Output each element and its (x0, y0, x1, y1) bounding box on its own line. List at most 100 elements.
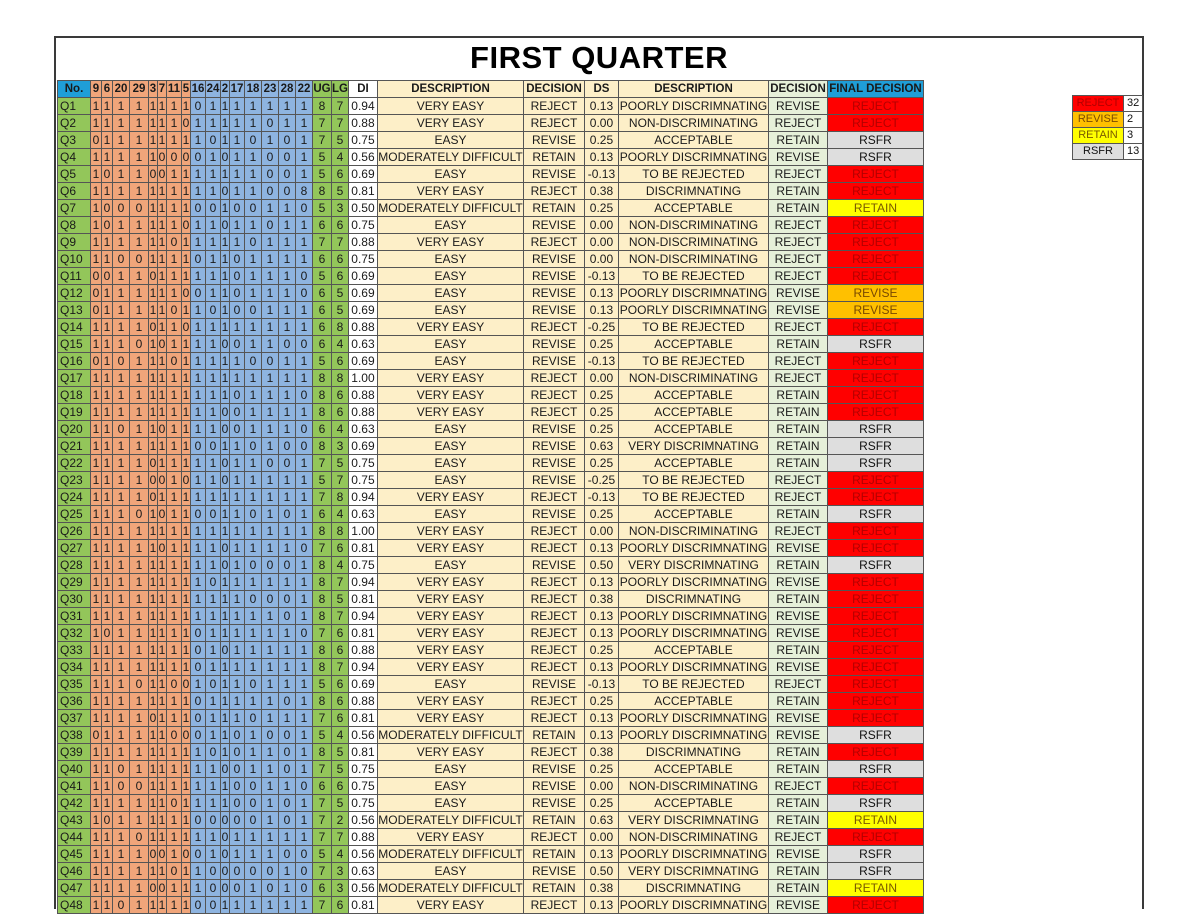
response-cell[interactable]: 1 (166, 216, 182, 234)
response-cell[interactable]: 1 (112, 828, 130, 846)
ug-cell[interactable]: 8 (312, 641, 332, 659)
response-cell[interactable]: 1 (129, 352, 149, 370)
final-decision-cell[interactable]: REJECT (826, 692, 924, 710)
lg-cell[interactable]: 6 (331, 777, 349, 795)
ds-cell[interactable]: 0.13 (583, 97, 619, 115)
response-cell[interactable]: 1 (220, 386, 230, 404)
di-cell[interactable]: 0.75 (347, 131, 378, 149)
discrimination-decision[interactable]: REJECT (767, 250, 828, 268)
lg-cell[interactable]: 6 (331, 675, 349, 693)
response-cell[interactable]: 0 (205, 573, 221, 591)
response-cell[interactable]: 1 (129, 692, 149, 710)
response-cell[interactable]: 0 (295, 386, 313, 404)
response-cell[interactable]: 1 (129, 233, 149, 251)
response-cell[interactable]: 1 (205, 420, 221, 438)
response-cell[interactable]: 1 (148, 233, 158, 251)
final-decision-cell[interactable]: REJECT (826, 675, 924, 693)
discrimination-decision[interactable]: REJECT (767, 233, 828, 251)
response-cell[interactable]: 0 (90, 352, 102, 370)
final-decision-cell[interactable]: REJECT (826, 267, 924, 285)
response-cell[interactable]: 0 (229, 301, 245, 319)
header-item-16[interactable]: 16 (190, 80, 206, 98)
ug-cell[interactable]: 6 (312, 420, 332, 438)
response-cell[interactable]: 1 (205, 777, 221, 795)
response-cell[interactable]: 0 (90, 301, 102, 319)
response-cell[interactable]: 1 (148, 828, 158, 846)
response-cell[interactable]: 1 (112, 726, 130, 744)
response-cell[interactable]: 0 (278, 692, 296, 710)
response-cell[interactable]: 1 (181, 97, 191, 115)
header-item-20[interactable]: 20 (112, 80, 130, 98)
response-cell[interactable]: 1 (101, 403, 113, 421)
discrimination-decision[interactable]: REJECT (767, 165, 828, 183)
response-cell[interactable]: 1 (112, 539, 130, 557)
ds-cell[interactable]: 0.13 (583, 148, 619, 166)
response-cell[interactable]: 1 (261, 845, 279, 863)
header-item-2[interactable]: 2 (220, 80, 230, 98)
response-cell[interactable]: 1 (278, 369, 296, 387)
legend-count[interactable]: 13 (1122, 143, 1144, 160)
response-cell[interactable]: 1 (157, 556, 167, 574)
response-cell[interactable]: 1 (166, 692, 182, 710)
response-cell[interactable]: 1 (166, 556, 182, 574)
difficulty-description[interactable]: EASY (376, 165, 524, 183)
final-decision-cell[interactable]: REJECT (826, 386, 924, 404)
response-cell[interactable]: 1 (90, 675, 102, 693)
lg-cell[interactable]: 6 (331, 692, 349, 710)
response-cell[interactable]: 0 (148, 318, 158, 336)
response-cell[interactable]: 1 (190, 114, 206, 132)
response-cell[interactable]: 1 (181, 369, 191, 387)
response-cell[interactable]: 0 (90, 726, 102, 744)
response-cell[interactable]: 1 (157, 114, 167, 132)
question-label[interactable]: Q17 (57, 369, 91, 387)
di-cell[interactable]: 0.63 (347, 335, 378, 353)
response-cell[interactable]: 1 (101, 318, 113, 336)
ug-cell[interactable]: 7 (312, 454, 332, 472)
response-cell[interactable]: 1 (229, 233, 245, 251)
response-cell[interactable]: 1 (229, 97, 245, 115)
header-item-23[interactable]: 23 (261, 80, 279, 98)
discrimination-description[interactable]: POORLY DISCRIMNATING (617, 607, 769, 625)
difficulty-description[interactable]: EASY (376, 284, 524, 302)
ug-cell[interactable]: 6 (312, 216, 332, 234)
response-cell[interactable]: 1 (229, 624, 245, 642)
response-cell[interactable]: 1 (278, 675, 296, 693)
response-cell[interactable]: 1 (157, 216, 167, 234)
difficulty-description[interactable]: VERY EASY (376, 828, 524, 846)
response-cell[interactable]: 1 (112, 301, 130, 319)
response-cell[interactable]: 1 (101, 369, 113, 387)
response-cell[interactable]: 1 (181, 573, 191, 591)
discrimination-description[interactable]: VERY DISCRIMNATING (617, 862, 769, 880)
response-cell[interactable]: 0 (129, 828, 149, 846)
response-cell[interactable]: 1 (112, 624, 130, 642)
question-label[interactable]: Q23 (57, 471, 91, 489)
response-cell[interactable]: 1 (190, 233, 206, 251)
difficulty-decision[interactable]: REJECT (522, 607, 585, 625)
discrimination-decision[interactable]: REVISE (767, 726, 828, 744)
response-cell[interactable]: 0 (229, 879, 245, 897)
response-cell[interactable]: 1 (166, 811, 182, 829)
response-cell[interactable]: 1 (181, 437, 191, 455)
difficulty-description[interactable]: MODERATELY DIFFICULT (376, 199, 524, 217)
response-cell[interactable]: 0 (205, 879, 221, 897)
response-cell[interactable]: 1 (261, 743, 279, 761)
response-cell[interactable]: 1 (244, 369, 262, 387)
response-cell[interactable]: 1 (229, 471, 245, 489)
response-cell[interactable]: 0 (244, 199, 262, 217)
response-cell[interactable]: 1 (278, 97, 296, 115)
response-cell[interactable]: 1 (229, 318, 245, 336)
ds-cell[interactable]: 0.13 (583, 845, 619, 863)
difficulty-decision[interactable]: REVISE (522, 454, 585, 472)
response-cell[interactable]: 1 (112, 794, 130, 812)
response-cell[interactable]: 1 (229, 590, 245, 608)
question-label[interactable]: Q16 (57, 352, 91, 370)
response-cell[interactable]: 1 (190, 488, 206, 506)
lg-cell[interactable]: 5 (331, 454, 349, 472)
question-label[interactable]: Q39 (57, 743, 91, 761)
response-cell[interactable]: 1 (148, 590, 158, 608)
final-decision-cell[interactable]: RSFR (826, 420, 924, 438)
response-cell[interactable]: 1 (261, 828, 279, 846)
response-cell[interactable]: 1 (166, 267, 182, 285)
response-cell[interactable]: 0 (90, 284, 102, 302)
response-cell[interactable]: 1 (112, 556, 130, 574)
